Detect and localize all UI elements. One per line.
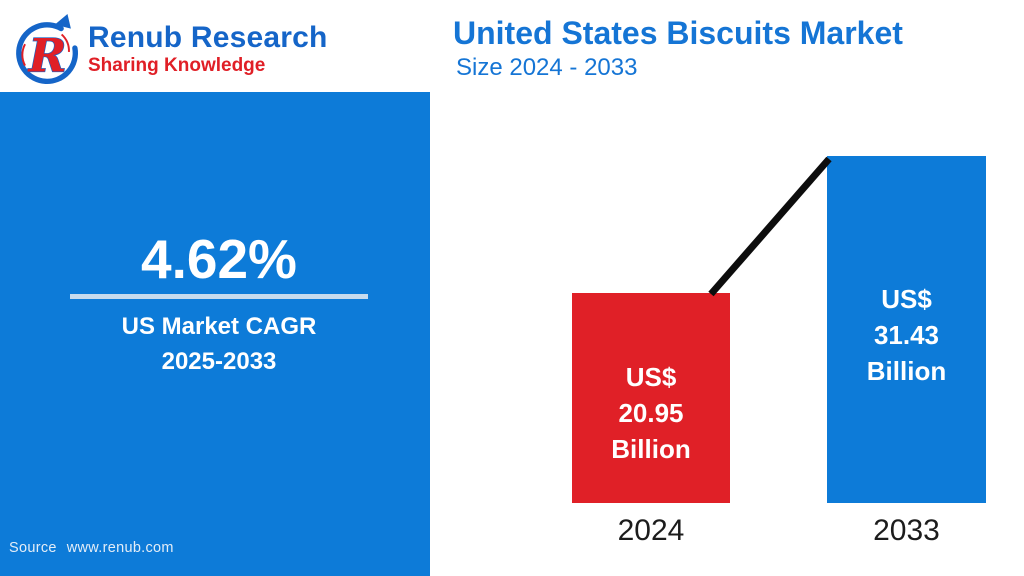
cagr-label-line1: US Market CAGR <box>121 313 317 340</box>
title-block: United States Biscuits Market Size 2024 … <box>453 15 903 81</box>
bar-2024-label-line3: Billion <box>611 434 691 464</box>
bar-2024 <box>572 293 730 503</box>
x-axis-label-2033: 2033 <box>873 514 940 547</box>
cagr-value: 4.62% <box>141 228 297 290</box>
cagr-panel: 4.62% US Market CAGR 2025-2033 Source www… <box>0 92 430 576</box>
source-line: Source www.renub.com <box>9 540 174 556</box>
bar-2033-label-line1: US$ <box>881 284 932 314</box>
cagr-label-line2: 2025-2033 <box>161 348 277 375</box>
source-label: Source <box>9 540 57 556</box>
brand-tagline: Sharing Knowledge <box>88 55 266 76</box>
cagr-divider <box>70 294 368 299</box>
bar-2033 <box>827 156 986 503</box>
logo-letter-r: R <box>26 28 66 82</box>
bar-value-label-2033: US$ 31.43 Billion <box>827 281 986 389</box>
brand-name: Renub Research <box>88 21 328 54</box>
source-site: www.renub.com <box>66 540 174 556</box>
bar-2024-label-line1: US$ <box>625 362 677 392</box>
bar-value-label-2024: US$ 20.95 Billion <box>572 359 730 467</box>
brand-text-block: Renub Research Sharing Knowledge <box>88 22 328 76</box>
page-title: United States Biscuits Market <box>453 15 903 51</box>
cagr-content: 4.62% US Market CAGR 2025-2033 <box>70 230 368 379</box>
renub-logo-icon: R <box>16 13 79 85</box>
bar-2033-label-line2: 31.43 <box>873 320 940 350</box>
x-axis-label-2024: 2024 <box>617 514 685 547</box>
bar-2033-label-line3: Billion <box>866 356 947 386</box>
bar-2024-label-line2: 20.95 <box>618 398 684 428</box>
page-subtitle: Size 2024 - 2033 <box>456 54 638 81</box>
